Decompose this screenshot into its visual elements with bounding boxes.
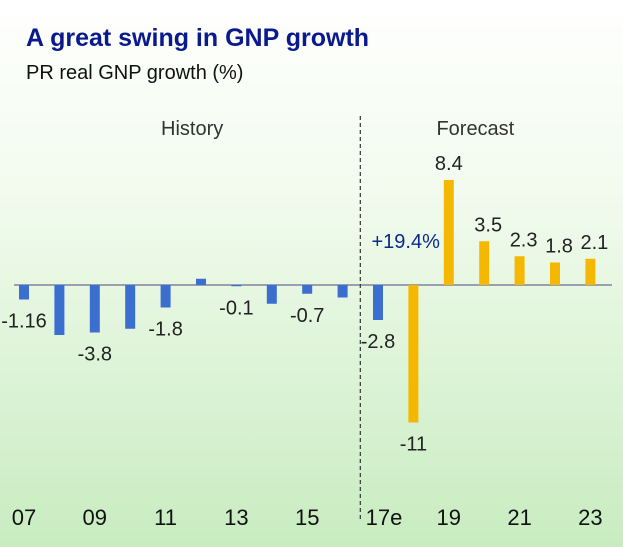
- bar-19: [443, 180, 454, 285]
- bar-09: [89, 285, 100, 333]
- tick-label-15: 15: [295, 505, 319, 530]
- data-label-07: -1.16: [1, 311, 47, 333]
- tick-label-07: 07: [12, 505, 36, 530]
- data-label-11: -1.8: [148, 319, 182, 341]
- bar-21: [514, 256, 525, 285]
- bar-22: [550, 262, 560, 285]
- tick-label-17e: 17e: [366, 505, 403, 530]
- bar-08: [54, 285, 65, 335]
- history-section-label: History: [161, 118, 223, 140]
- chart-subtitle: PR real GNP growth (%): [26, 62, 244, 84]
- tick-label-09: 09: [83, 505, 107, 530]
- bar-16: [337, 285, 348, 298]
- data-label-15: -0.7: [290, 305, 324, 327]
- bar-10: [125, 285, 136, 329]
- bar-20: [479, 241, 490, 285]
- tick-label-11: 11: [154, 505, 177, 530]
- data-label-23: 2.1: [580, 232, 608, 254]
- tick-label-21: 21: [507, 505, 531, 530]
- data-label-18: -11: [400, 434, 427, 456]
- data-label-17e: -2.8: [361, 331, 395, 353]
- swing-annotation: +19.4%: [372, 231, 441, 253]
- bar-13: [231, 285, 242, 287]
- bar-12: [196, 278, 206, 285]
- tick-label-19: 19: [437, 505, 461, 530]
- bar-07: [19, 285, 29, 300]
- bar-14: [266, 285, 277, 304]
- data-label-09: -3.8: [78, 344, 112, 366]
- data-label-22: 1.8: [545, 236, 573, 258]
- data-label-13: -0.1: [219, 297, 253, 319]
- tick-label-13: 13: [224, 505, 248, 530]
- data-label-21: 2.3: [510, 229, 538, 251]
- chart-title: A great swing in GNP growth: [26, 24, 370, 52]
- tick-label-23: 23: [578, 505, 602, 530]
- data-label-20: 3.5: [474, 214, 502, 236]
- bar-15: [302, 285, 313, 294]
- bar-17e: [373, 285, 383, 320]
- bar-11: [160, 285, 171, 308]
- data-label-19: 8.4: [435, 153, 463, 175]
- forecast-section-label: Forecast: [436, 118, 514, 140]
- bar-23: [585, 258, 596, 285]
- bar-18: [408, 285, 419, 423]
